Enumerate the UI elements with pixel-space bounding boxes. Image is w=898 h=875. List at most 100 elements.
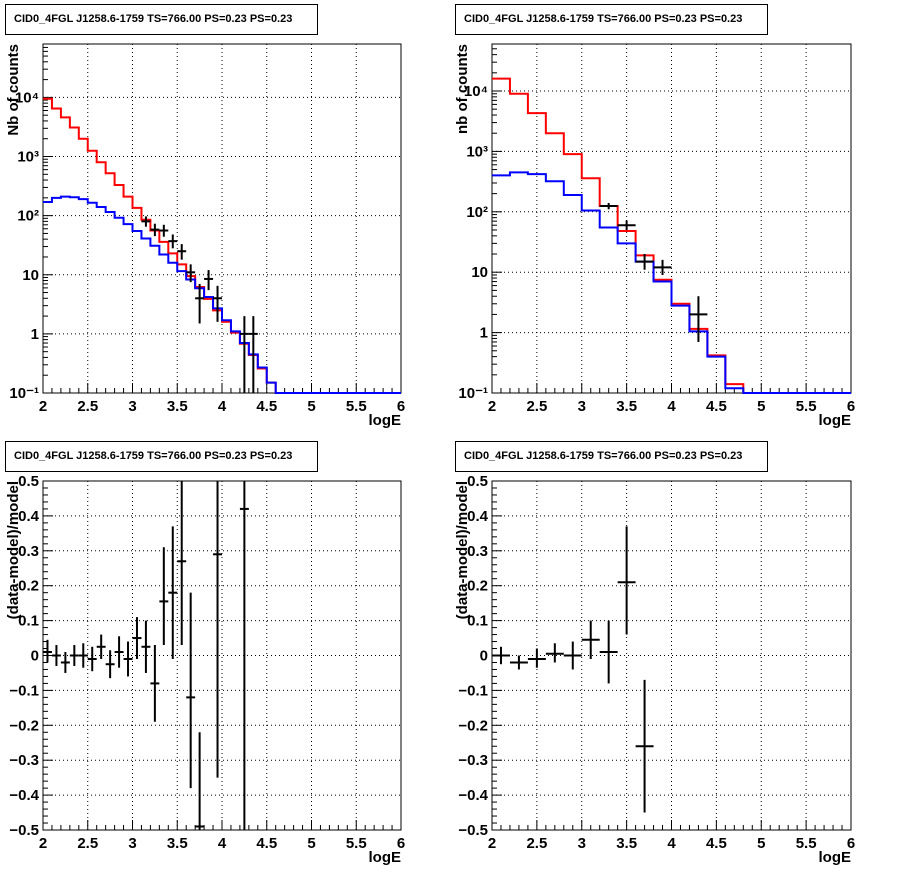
histogram-series-2 bbox=[43, 195, 401, 394]
data-point bbox=[617, 220, 636, 230]
data-point bbox=[509, 655, 528, 670]
x-tick-label: 6 bbox=[397, 835, 405, 852]
y-tick-label: 10 bbox=[22, 267, 39, 284]
x-tick-label: 4.5 bbox=[706, 835, 727, 852]
data-point bbox=[168, 526, 178, 659]
x-tick-label: 5.5 bbox=[796, 835, 817, 852]
data-point bbox=[213, 285, 222, 322]
data-point bbox=[617, 526, 636, 635]
y-axis-label: (data-model)/model bbox=[5, 481, 22, 619]
x-tick-label: 3.5 bbox=[616, 398, 637, 415]
y-tick-label: 0.5 bbox=[18, 473, 39, 490]
y-tick-label: 0.3 bbox=[467, 543, 488, 560]
data-point bbox=[96, 634, 106, 659]
x-axis-label: logE bbox=[819, 412, 852, 429]
y-tick-label: −0.2 bbox=[458, 717, 488, 734]
x-tick-label: 5 bbox=[307, 398, 315, 415]
y-tick-label: −0.5 bbox=[458, 822, 488, 839]
data-point bbox=[213, 481, 222, 778]
data-point bbox=[599, 620, 618, 684]
x-axis-label: logE bbox=[369, 849, 402, 866]
y-tick-label: −0.4 bbox=[458, 787, 488, 804]
x-tick-label: 5.5 bbox=[346, 835, 367, 852]
x-tick-label: 2 bbox=[488, 398, 496, 415]
x-tick-label: 2.5 bbox=[77, 398, 98, 415]
y-tick-label: −0.1 bbox=[458, 682, 488, 699]
panel-2-title: CID0_4FGL J1258.6-1759 TS=766.00 PS=0.23… bbox=[455, 4, 768, 35]
x-tick-label: 5.5 bbox=[346, 398, 367, 415]
data-point bbox=[150, 645, 160, 722]
y-tick-label: 10⁻¹ bbox=[9, 385, 39, 402]
y-tick-label: 10² bbox=[466, 204, 488, 221]
y-tick-label: 10⁻¹ bbox=[458, 385, 488, 402]
y-tick-label: −0.2 bbox=[9, 717, 39, 734]
panel-1-title: CID0_4FGL J1258.6-1759 TS=766.00 PS=0.23… bbox=[5, 4, 318, 35]
data-point bbox=[599, 202, 618, 210]
panel-1: 2 2.5 3 3.5 4 4.5 5 5.5 6 10⁻¹ 1 10 10² 10³ 10⁴ logE Nb … bbox=[5, 43, 405, 429]
y-axis-label: nb of counts bbox=[454, 44, 471, 134]
x-axis-label: logE bbox=[369, 412, 402, 429]
panel-4-title: CID0_4FGL J1258.6-1759 TS=766.00 PS=0.23… bbox=[455, 441, 768, 472]
data-point bbox=[492, 646, 510, 665]
x-tick-label: 6 bbox=[847, 398, 855, 415]
x-tick-label: 5.5 bbox=[796, 398, 817, 415]
data-point bbox=[141, 216, 151, 227]
y-tick-label: 0.2 bbox=[467, 578, 488, 595]
data-point bbox=[545, 643, 564, 663]
x-tick-label: 2.5 bbox=[526, 835, 547, 852]
data-point bbox=[177, 244, 187, 260]
y-tick-label: 0.2 bbox=[18, 578, 39, 595]
data-point bbox=[186, 592, 196, 789]
data-point bbox=[150, 223, 160, 237]
y-tick-label: 0.1 bbox=[467, 613, 488, 630]
x-tick-label: 4.5 bbox=[256, 398, 277, 415]
x-tick-label: 5 bbox=[757, 398, 765, 415]
data-point bbox=[195, 283, 205, 324]
x-tick-label: 3.5 bbox=[167, 835, 188, 852]
x-tick-label: 6 bbox=[847, 835, 855, 852]
x-tick-label: 6 bbox=[397, 398, 405, 415]
histogram-series-2 bbox=[492, 171, 851, 394]
y-tick-label: 10³ bbox=[466, 143, 488, 160]
y-tick-label: 1 bbox=[480, 325, 488, 342]
data-point bbox=[248, 316, 258, 393]
y-tick-label: −0.1 bbox=[9, 682, 39, 699]
data-point bbox=[653, 259, 672, 275]
data-point bbox=[204, 270, 214, 291]
x-tick-label: 5 bbox=[307, 835, 315, 852]
x-tick-label: 2.5 bbox=[77, 835, 98, 852]
data-point bbox=[114, 636, 124, 668]
x-tick-label: 4 bbox=[667, 398, 676, 415]
x-tick-label: 4.5 bbox=[706, 398, 727, 415]
x-tick-label: 2 bbox=[39, 835, 47, 852]
data-point bbox=[635, 254, 654, 270]
data-point bbox=[132, 617, 142, 659]
x-tick-label: 2 bbox=[39, 398, 47, 415]
data-point bbox=[78, 643, 88, 668]
y-tick-label: 10 bbox=[471, 264, 488, 281]
histogram-series-1 bbox=[492, 77, 851, 394]
y-tick-label: 10⁴ bbox=[464, 83, 488, 100]
y-tick-label: −0.3 bbox=[9, 752, 39, 769]
y-tick-label: 0 bbox=[31, 648, 39, 665]
x-tick-label: 2 bbox=[488, 835, 496, 852]
y-tick-label: 0.4 bbox=[467, 508, 489, 525]
y-tick-label: 1 bbox=[31, 326, 39, 343]
data-point bbox=[123, 641, 133, 677]
data-point bbox=[563, 641, 582, 670]
x-tick-label: 3 bbox=[578, 398, 586, 415]
x-tick-label: 3.5 bbox=[616, 835, 637, 852]
x-tick-label: 4 bbox=[667, 835, 676, 852]
x-tick-label: 3.5 bbox=[167, 398, 188, 415]
data-point bbox=[581, 620, 600, 659]
y-tick-label: 0.5 bbox=[467, 473, 488, 490]
data-point bbox=[239, 316, 249, 393]
data-point bbox=[159, 547, 169, 646]
data-point bbox=[141, 620, 151, 673]
y-tick-label: 10³ bbox=[17, 149, 39, 166]
data-point bbox=[87, 646, 97, 672]
x-tick-label: 4 bbox=[218, 835, 227, 852]
data-point bbox=[689, 296, 708, 342]
y-tick-label: −0.4 bbox=[9, 787, 39, 804]
data-point bbox=[105, 650, 115, 679]
